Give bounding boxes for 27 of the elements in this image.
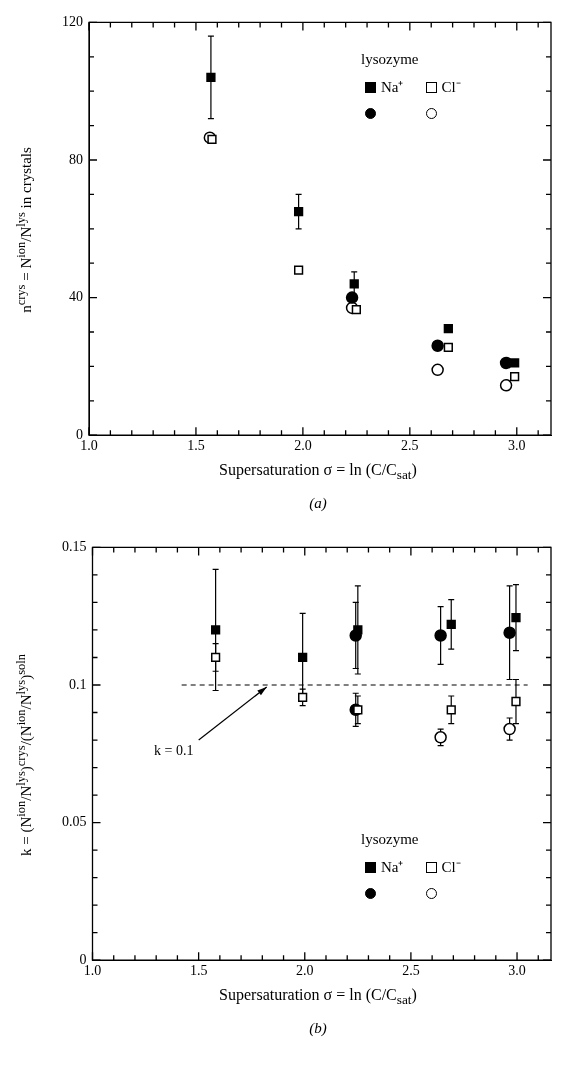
x-tick-label: 2.5	[402, 963, 420, 979]
x-axis-title: Supersaturation σ = ln (C/C$_{sat}$)	[218, 460, 418, 485]
y-tick-label: 40	[69, 289, 83, 305]
legend-title: lysozyme	[361, 830, 420, 849]
y-tick-label: 80	[69, 151, 83, 167]
y-tick-label: 120	[62, 14, 83, 30]
legend-label: Na⁺	[381, 858, 404, 877]
legend-title: lysozyme	[361, 50, 420, 69]
y-tick-label: 0.1	[69, 676, 87, 692]
x-tick-label: 1.5	[189, 963, 208, 979]
legend-label: Cl⁻	[441, 78, 461, 97]
text: (b)	[308, 1019, 328, 1039]
x-tick-label: 3.0	[508, 438, 526, 454]
x-tick-label: 1.5	[187, 438, 205, 454]
x-tick-label: 2.5	[401, 438, 419, 454]
y-tick-label: 0.15	[62, 539, 87, 555]
y-tick-label: 0	[76, 426, 83, 442]
x-tick-label: 2.0	[294, 438, 312, 454]
x-tick-label: 2.0	[296, 963, 314, 979]
legend-label: Na⁺	[381, 78, 404, 97]
x-tick-label: 1.0	[80, 438, 98, 454]
x-tick-label: 3.0	[508, 963, 526, 979]
x-axis-title: Supersaturation σ = ln (C/C$_{sat}$)	[218, 985, 418, 1010]
legend-label: Cl⁻	[441, 858, 461, 877]
annotation: k = 0.1	[153, 742, 194, 758]
y-tick-label: 0.05	[62, 814, 87, 830]
text: (a)	[308, 494, 328, 514]
